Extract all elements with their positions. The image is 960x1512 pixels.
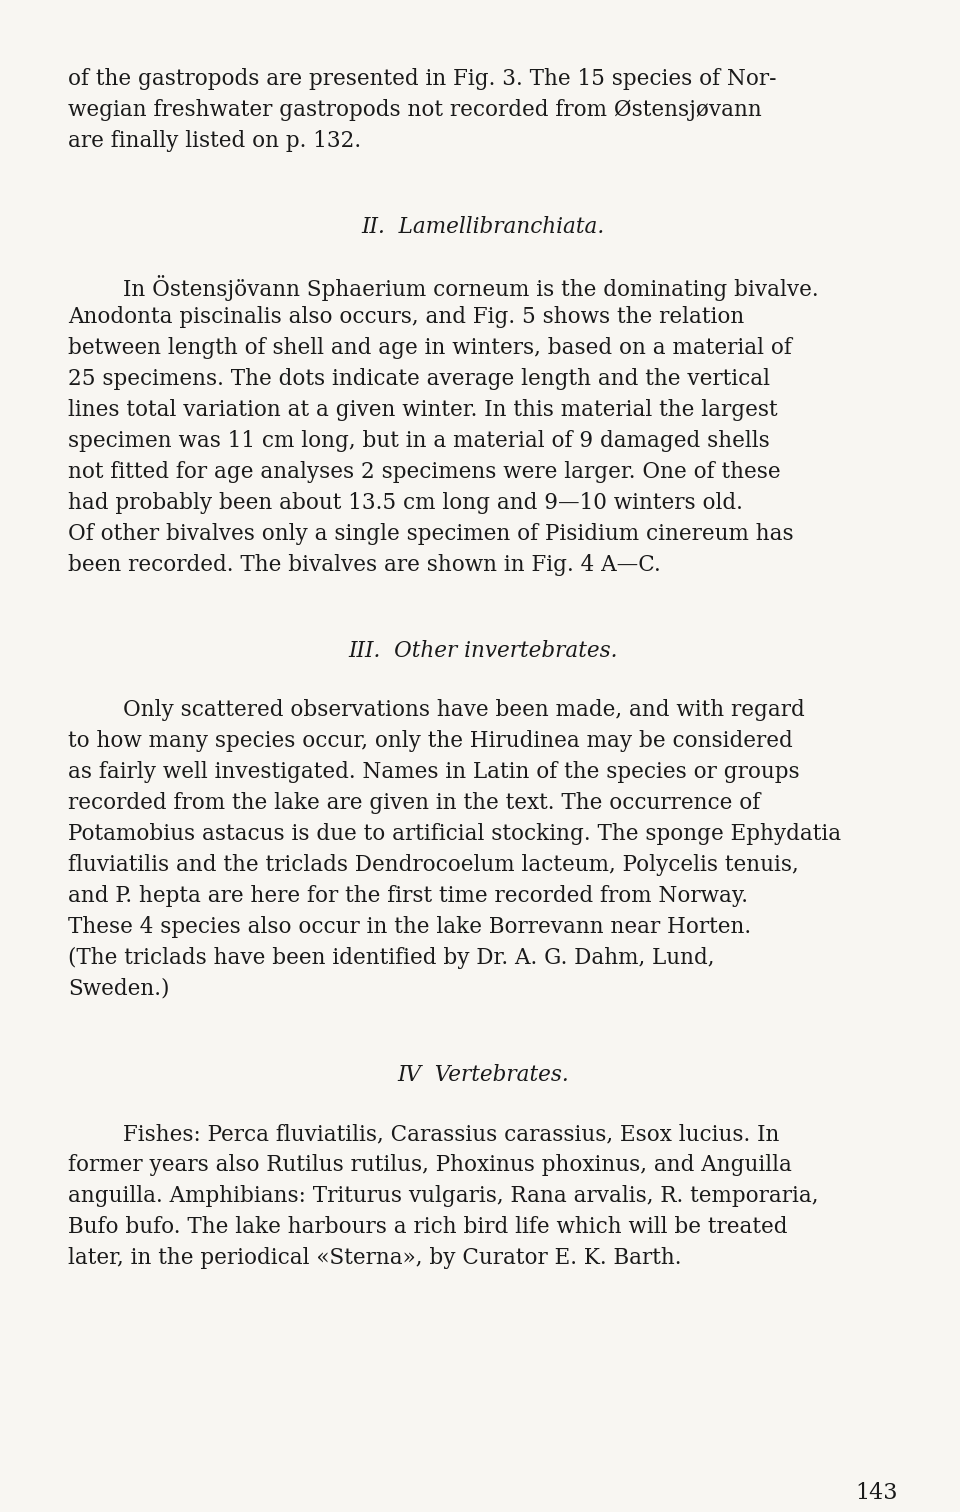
Text: anguilla. Amphibians: Triturus vulgaris, Rana arvalis, R. temporaria,: anguilla. Amphibians: Triturus vulgaris,… bbox=[68, 1185, 819, 1207]
Text: as fairly well investigated. Names in Latin of the species or groups: as fairly well investigated. Names in La… bbox=[68, 761, 800, 783]
Text: lines total variation at a given winter. In this material the largest: lines total variation at a given winter.… bbox=[68, 399, 778, 420]
Text: Only scattered observations have been made, and with regard: Only scattered observations have been ma… bbox=[123, 699, 804, 721]
Text: former years also Rutilus rutilus, Phoxinus phoxinus, and Anguilla: former years also Rutilus rutilus, Phoxi… bbox=[68, 1154, 792, 1176]
Text: not fitted for age analyses 2 specimens were larger. One of these: not fitted for age analyses 2 specimens … bbox=[68, 461, 780, 482]
Text: Potamobius astacus is due to artificial stocking. The sponge Ephydatia: Potamobius astacus is due to artificial … bbox=[68, 823, 841, 845]
Text: Bufo bufo. The lake harbours a rich bird life which will be treated: Bufo bufo. The lake harbours a rich bird… bbox=[68, 1216, 787, 1238]
Text: later, in the periodical «Sterna», by Curator E. K. Barth.: later, in the periodical «Sterna», by Cu… bbox=[68, 1247, 682, 1269]
Text: 143: 143 bbox=[855, 1482, 898, 1504]
Text: Anodonta piscinalis also occurs, and Fig. 5 shows the relation: Anodonta piscinalis also occurs, and Fig… bbox=[68, 305, 744, 328]
Text: III.  Other invertebrates.: III. Other invertebrates. bbox=[348, 640, 617, 662]
Text: specimen was 11 cm long, but in a material of 9 damaged shells: specimen was 11 cm long, but in a materi… bbox=[68, 429, 770, 452]
Text: 25 specimens. The dots indicate average length and the vertical: 25 specimens. The dots indicate average … bbox=[68, 367, 770, 390]
Text: Sweden.): Sweden.) bbox=[68, 978, 170, 999]
Text: fluviatilis and the triclads Dendrocoelum lacteum, Polycelis tenuis,: fluviatilis and the triclads Dendrocoelu… bbox=[68, 854, 799, 875]
Text: between length of shell and age in winters, based on a material of: between length of shell and age in winte… bbox=[68, 337, 792, 358]
Text: recorded from the lake are given in the text. The occurrence of: recorded from the lake are given in the … bbox=[68, 792, 760, 813]
Text: (The triclads have been identified by Dr. A. G. Dahm, Lund,: (The triclads have been identified by Dr… bbox=[68, 947, 714, 969]
Text: Of other bivalves only a single specimen of Pisidium cinereum has: Of other bivalves only a single specimen… bbox=[68, 523, 794, 544]
Text: IV  Vertebrates.: IV Vertebrates. bbox=[397, 1064, 569, 1086]
Text: are finally listed on p. 132.: are finally listed on p. 132. bbox=[68, 130, 361, 153]
Text: II.  Lamellibranchiata.: II. Lamellibranchiata. bbox=[361, 216, 605, 237]
Text: These 4 species also occur in the lake Borrevann near Horten.: These 4 species also occur in the lake B… bbox=[68, 916, 751, 937]
Text: of the gastropods are presented in Fig. 3. The 15 species of Nor-: of the gastropods are presented in Fig. … bbox=[68, 68, 777, 91]
Text: had probably been about 13.5 cm long and 9—10 winters old.: had probably been about 13.5 cm long and… bbox=[68, 491, 743, 514]
Text: to how many species occur, only the Hirudinea may be considered: to how many species occur, only the Hiru… bbox=[68, 730, 793, 751]
Text: been recorded. The bivalves are shown in Fig. 4 A—C.: been recorded. The bivalves are shown in… bbox=[68, 553, 660, 576]
Text: Fishes: Perca fluviatilis, Carassius carassius, Esox lucius. In: Fishes: Perca fluviatilis, Carassius car… bbox=[123, 1123, 780, 1145]
Text: In Östensjövann Sphaerium corneum is the dominating bivalve.: In Östensjövann Sphaerium corneum is the… bbox=[123, 275, 819, 301]
Text: wegian freshwater gastropods not recorded from Østensjøvann: wegian freshwater gastropods not recorde… bbox=[68, 98, 761, 121]
Text: and P. hepta are here for the first time recorded from Norway.: and P. hepta are here for the first time… bbox=[68, 885, 748, 907]
